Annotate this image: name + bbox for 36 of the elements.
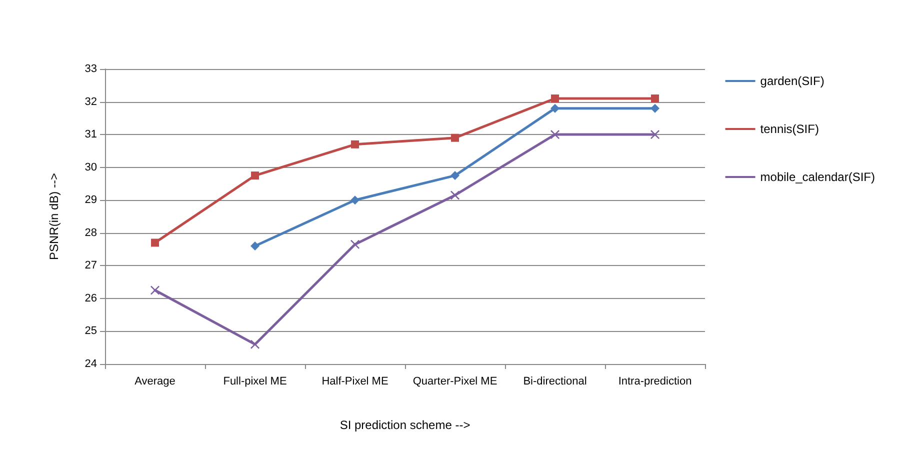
x-tick-label: Half-Pixel ME <box>322 376 388 388</box>
point <box>350 196 360 205</box>
legend-label: garden(SIF) <box>760 74 824 88</box>
y-tick-label: 27 <box>84 260 97 272</box>
y-tick-label: 25 <box>84 325 97 338</box>
y-tick-label: 28 <box>84 226 97 239</box>
point <box>150 286 160 295</box>
point <box>450 171 460 180</box>
point <box>350 240 360 249</box>
point <box>651 94 659 102</box>
y-tick-label: 29 <box>84 194 97 206</box>
x-tick-label: Quarter-Pixel ME <box>412 376 498 388</box>
point <box>550 104 560 113</box>
x-tick-label: Bi-directional <box>523 376 587 388</box>
point <box>250 340 260 349</box>
x-tick-label: Intra-prediction <box>618 376 692 388</box>
legend-label: mobile_calendar(SIF) <box>760 170 876 184</box>
y-tick-label: 24 <box>84 358 97 370</box>
point <box>151 238 159 247</box>
point <box>250 242 260 250</box>
y-axis-title: PSNR(in dB) --> <box>47 172 61 260</box>
y-tick-label: 26 <box>84 292 97 304</box>
y-tick-label: 31 <box>84 128 97 141</box>
y-tick-label: 30 <box>84 161 97 174</box>
point <box>251 172 259 180</box>
point <box>650 104 660 113</box>
point <box>551 94 559 102</box>
y-tick-label: 33 <box>84 63 97 75</box>
legend-label: tennis(SIF) <box>760 122 819 136</box>
point <box>451 134 459 142</box>
x-tick-label: Full-pixel ME <box>223 376 287 388</box>
point <box>351 140 359 148</box>
x-axis-title: SI prediction scheme --> <box>340 418 470 432</box>
point <box>450 190 460 200</box>
y-tick-label: 32 <box>84 96 97 108</box>
x-tick-label: Average <box>134 376 176 388</box>
